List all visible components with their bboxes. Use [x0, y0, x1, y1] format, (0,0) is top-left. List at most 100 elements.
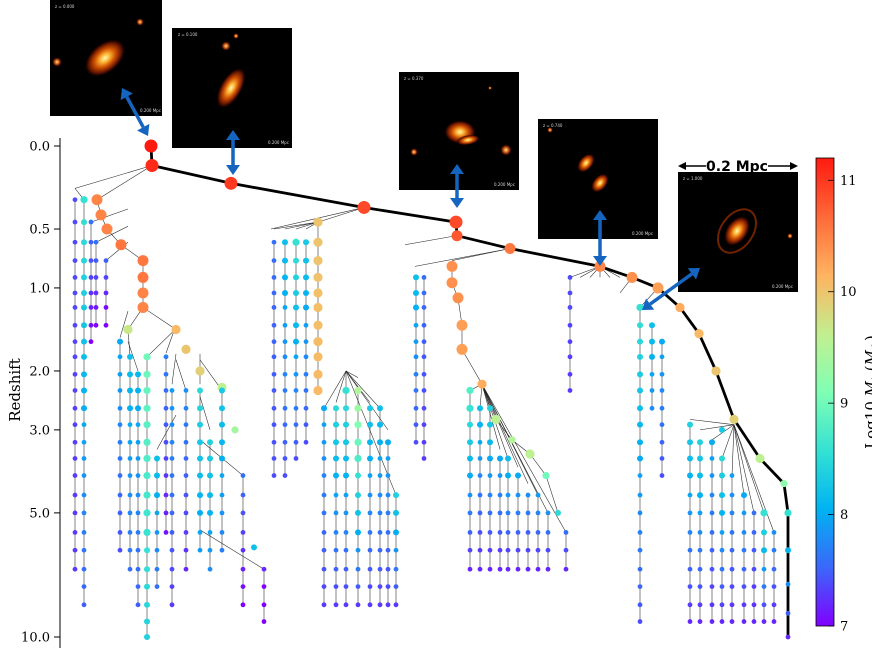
halo-node: [626, 271, 638, 283]
halo-node: [72, 473, 78, 478]
halo-node: [697, 602, 703, 608]
halo-node: [505, 455, 511, 462]
y-axis-title: Redshift: [6, 358, 24, 422]
halo-node: [467, 510, 473, 516]
halo-node: [271, 405, 277, 411]
halo-node: [207, 530, 213, 535]
halo-node: [637, 602, 643, 608]
halo-node: [687, 492, 693, 498]
halo-node: [785, 547, 791, 554]
halo-node: [637, 371, 643, 378]
halo-node: [240, 510, 246, 516]
halo-node: [143, 454, 151, 463]
halo-node: [313, 302, 323, 313]
halo-node: [303, 239, 309, 246]
halo-node: [771, 584, 777, 590]
y-tick-label: 1.0: [29, 281, 50, 296]
halo-node: [515, 547, 521, 553]
halo-node: [367, 530, 373, 535]
halo-node: [313, 255, 323, 266]
halo-node: [687, 584, 693, 590]
halo-node: [367, 405, 373, 412]
halo-node: [321, 584, 327, 590]
halo-node: [477, 405, 483, 412]
colorbar-tick-label: 10: [840, 285, 857, 300]
halo-node: [761, 529, 767, 536]
y-tick-label: 10.0: [21, 631, 50, 646]
halo-node: [377, 405, 383, 412]
halo-node: [497, 492, 503, 498]
halo-node: [449, 215, 463, 229]
halo-node: [741, 492, 747, 499]
halo-node: [81, 219, 87, 226]
halo-node: [421, 290, 427, 296]
halo-node: [515, 492, 521, 498]
halo-node: [343, 455, 349, 462]
halo-node: [321, 602, 327, 608]
halo-node: [466, 386, 474, 395]
halo-node: [271, 339, 277, 345]
halo-node: [271, 290, 277, 296]
halo-node: [487, 566, 493, 572]
halo-node: [729, 414, 739, 424]
halo-node: [144, 618, 150, 625]
halo-node: [72, 219, 78, 225]
halo-node: [649, 322, 655, 329]
tree-edge: [733, 424, 755, 513]
halo-node: [127, 353, 133, 360]
halo-node: [135, 566, 141, 572]
halo-node: [421, 275, 427, 280]
halo-node: [293, 439, 299, 445]
halo-node: [467, 472, 473, 479]
arrow-head: [137, 123, 150, 136]
galaxy-snapshot-0: z = 0.000 0.200 Mpc: [50, 0, 162, 116]
halo-node: [282, 305, 288, 310]
halo-node: [421, 405, 427, 411]
halo-node: [497, 530, 503, 535]
halo-node: [154, 455, 160, 462]
halo-node: [72, 275, 78, 280]
halo-node: [135, 547, 141, 553]
halo-node: [525, 530, 531, 535]
halo-node: [207, 492, 213, 499]
halo-node: [477, 566, 483, 572]
halo-node: [80, 196, 88, 204]
y-tick-label: 5.0: [29, 506, 50, 521]
halo-node: [293, 304, 299, 311]
halo-node: [163, 439, 169, 445]
halo-node: [637, 421, 643, 428]
halo-node: [135, 387, 141, 394]
halo-node: [355, 509, 361, 516]
halo-node: [741, 566, 747, 572]
halo-node: [81, 353, 87, 360]
halo-node: [135, 456, 141, 461]
halo-node: [240, 584, 246, 590]
halo-node: [659, 371, 665, 377]
halo-node: [127, 492, 133, 498]
halo-node: [333, 492, 339, 498]
halo-node: [143, 509, 151, 517]
halo-node: [393, 492, 399, 499]
halo-node: [81, 239, 87, 246]
tree-edge: [733, 424, 745, 496]
halo-node: [785, 610, 791, 616]
halo-node: [81, 602, 87, 608]
y-tick-label: 3.0: [29, 423, 50, 438]
halo-node: [741, 510, 747, 516]
halo-node: [515, 472, 521, 479]
halo-node: [729, 510, 735, 516]
halo-node: [467, 492, 473, 498]
halo-node: [377, 547, 383, 553]
halo-node: [771, 547, 777, 553]
arrow-head: [687, 268, 700, 280]
halo-node: [637, 387, 643, 394]
halo-node: [72, 388, 78, 393]
halo-node: [709, 619, 715, 624]
halo-node: [282, 405, 288, 411]
halo-node: [446, 277, 458, 289]
halo-node: [719, 530, 725, 535]
halo-node: [169, 530, 175, 535]
halo-node: [367, 421, 373, 428]
halo-node: [293, 388, 299, 393]
halo-node: [183, 422, 189, 428]
